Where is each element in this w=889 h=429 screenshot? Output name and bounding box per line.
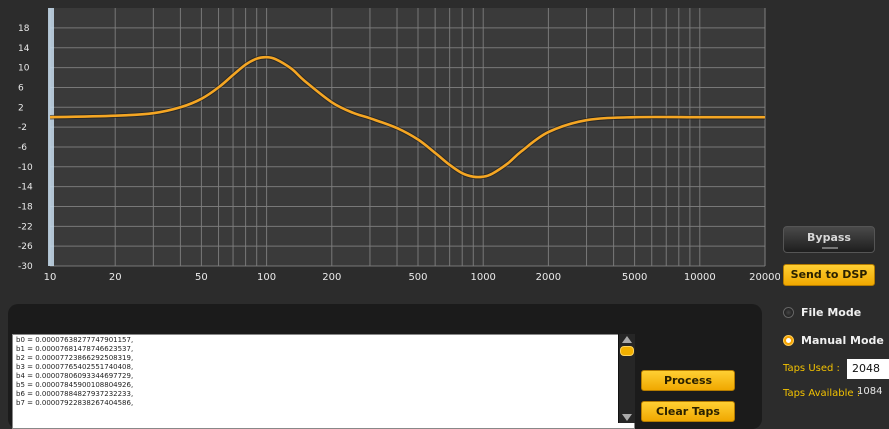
manual-mode-option[interactable]: Manual Mode <box>783 334 884 347</box>
coefficient-line: b1 = 0.00007681478746623537, <box>16 345 134 353</box>
bypass-indicator <box>822 247 838 249</box>
x-tick-label: 20000 <box>749 272 780 283</box>
eq-response-curve <box>49 55 765 179</box>
coefficient-line: b4 = 0.00007806093344697729, <box>16 372 134 380</box>
taps-available-label: Taps Available : <box>783 388 861 399</box>
scroll-thumb[interactable] <box>620 346 634 356</box>
y-tick-label: -22 <box>18 222 33 232</box>
y-tick-label: 2 <box>18 103 24 113</box>
manual-mode-label: Manual Mode <box>801 334 884 347</box>
x-tick-label: 1000 <box>470 272 495 283</box>
coefficient-line: b5 = 0.00007845900108804926, <box>16 381 134 389</box>
send-to-dsp-button[interactable]: Send to DSP <box>783 264 875 286</box>
x-tick-label: 100 <box>257 272 276 283</box>
coefficient-list: b0 = 0.00007638277747901157, b1 = 0.0000… <box>13 336 133 408</box>
x-tick-label: 5000 <box>622 272 647 283</box>
bypass-label: Bypass <box>807 231 851 244</box>
coefficient-line: b3 = 0.00007765402551740408, <box>16 363 134 371</box>
plot-area <box>50 8 765 266</box>
eq-response-chart[interactable]: 18 14 10 6 2 -2 -6 -10 -14 -18 -22 -26 -30 10 20 50 100 2… <box>0 0 780 290</box>
y-tick-label: -10 <box>18 163 33 173</box>
file-mode-label: File Mode <box>801 306 862 319</box>
coefficient-line: b0 = 0.00007638277747901157, <box>16 336 134 344</box>
coefficient-line: b7 = 0.00007922838267404586, <box>16 399 134 407</box>
x-tick-label: 20 <box>109 272 122 283</box>
y-tick-label: -30 <box>18 262 33 272</box>
y-tick-label: -18 <box>18 202 33 212</box>
y-tick-label: -26 <box>18 242 33 252</box>
taps-used-field[interactable]: 2048 <box>847 359 889 379</box>
x-tick-label: 200 <box>322 272 341 283</box>
bypass-button[interactable]: Bypass <box>783 226 875 253</box>
file-mode-option[interactable]: File Mode <box>783 306 861 319</box>
scroll-up-icon[interactable] <box>622 336 632 343</box>
x-tick-label: 500 <box>408 272 427 283</box>
y-tick-label: 6 <box>18 83 24 93</box>
y-axis-edge <box>48 8 54 266</box>
send-to-dsp-label: Send to DSP <box>790 268 868 281</box>
y-tick-label: -14 <box>18 183 33 193</box>
x-tick-label: 2000 <box>536 272 561 283</box>
taps-available-value: 1084 <box>857 386 883 397</box>
scroll-down-icon[interactable] <box>622 414 632 421</box>
y-tick-label: 14 <box>18 44 30 54</box>
y-tick-label: -2 <box>18 123 27 133</box>
file-mode-radio[interactable] <box>783 307 794 318</box>
coefficient-line: b2 = 0.00007723866292508319, <box>16 354 134 362</box>
manual-mode-radio[interactable] <box>783 335 794 346</box>
coefficient-scrollbar[interactable] <box>618 334 635 423</box>
process-button[interactable]: Process <box>641 370 735 391</box>
y-tick-label: 10 <box>18 64 30 74</box>
eq-graph-panel[interactable]: 18 14 10 6 2 -2 -6 -10 -14 -18 -22 -26 -30 10 20 50 100 2… <box>0 0 780 290</box>
y-tick-label: 18 <box>18 24 30 34</box>
x-tick-label: 10000 <box>684 272 716 283</box>
process-label: Process <box>663 374 713 387</box>
coefficient-line: b6 = 0.00007884827937232233, <box>16 390 134 398</box>
coefficient-textarea[interactable]: b0 = 0.00007638277747901157, b1 = 0.0000… <box>12 334 635 429</box>
clear-taps-button[interactable]: Clear Taps <box>641 401 735 422</box>
taps-used-value: 2048 <box>852 362 880 375</box>
x-tick-label: 50 <box>195 272 208 283</box>
y-tick-label: -6 <box>18 143 27 153</box>
clear-taps-label: Clear Taps <box>656 405 720 418</box>
taps-used-label: Taps Used : <box>783 363 840 374</box>
x-tick-label: 10 <box>44 272 57 283</box>
